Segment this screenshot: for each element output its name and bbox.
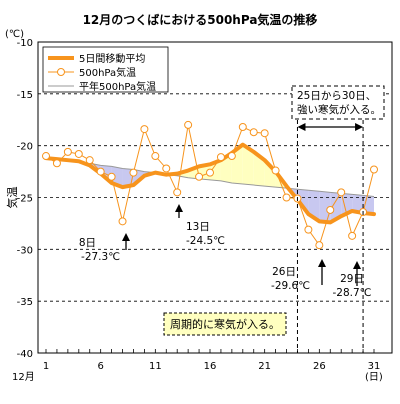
callout-value-label: -24.5℃	[186, 235, 225, 247]
x-tick-label: 21	[258, 361, 271, 372]
plot-frame	[37, 41, 393, 354]
callout-arrow-head	[318, 259, 326, 267]
period-arrow-right-head	[355, 123, 364, 131]
above-normal-fill	[242, 144, 254, 186]
observed-point	[260, 129, 269, 138]
callout-value-label: -29.6℃	[271, 280, 310, 292]
observed-point	[96, 167, 105, 176]
observed-point	[315, 241, 324, 250]
observed-point	[195, 172, 204, 181]
callout-arrow-head	[122, 233, 130, 241]
observed-point	[118, 217, 127, 226]
observed-point	[63, 147, 72, 156]
callout-value-label: -28.7℃	[333, 287, 372, 299]
below-normal-fill	[330, 192, 342, 223]
observed-point	[107, 172, 116, 181]
y-tick-label: -30	[17, 245, 33, 256]
x-unit-label: (日)	[365, 372, 383, 383]
observed-point	[337, 188, 346, 197]
callout-day-label: 13日	[186, 221, 210, 233]
observed-point	[140, 125, 149, 134]
observed-point	[184, 120, 193, 129]
legend-label: 500hPa気温	[79, 66, 136, 79]
observed-point	[370, 165, 378, 174]
above-normal-fill	[264, 160, 276, 188]
callout-day-label: 26日	[272, 266, 296, 278]
observed-point	[85, 156, 94, 165]
observed-point	[271, 166, 280, 175]
note-text: 周期的に寒気が入る。	[170, 317, 280, 331]
observed-point	[238, 123, 247, 132]
observed-point	[52, 159, 61, 168]
y-tick-label: -15	[17, 90, 33, 101]
period-label-box	[291, 85, 385, 120]
y-axis-label: 気温	[5, 187, 19, 209]
period-label-line: 25日から30日、	[297, 90, 376, 102]
y-tick-label: -20	[17, 142, 33, 153]
y-unit-label: (℃)	[5, 29, 24, 40]
x-axis-label: 12月	[12, 371, 35, 383]
observed-point	[151, 152, 160, 161]
callout-day-label: 8日	[79, 237, 96, 249]
y-tick-label: -40	[17, 349, 33, 360]
x-tick-label: 6	[97, 361, 103, 372]
x-tick-label: 31	[368, 361, 381, 372]
observed-point	[206, 168, 214, 177]
normal-line	[45, 156, 375, 197]
y-tick-label: -35	[17, 297, 33, 308]
chart-title: 12月のつくばにおける500hPa気温の推移	[83, 12, 318, 27]
callout-value-label: -27.3℃	[81, 251, 120, 263]
x-tick-label: 16	[204, 361, 217, 372]
legend-marker-observed	[57, 68, 65, 76]
observed-point	[74, 149, 83, 158]
note-box	[163, 312, 287, 336]
legend-label: 5日間移動平均	[79, 52, 145, 65]
x-tick-label: 1	[43, 361, 49, 372]
observed-point	[249, 128, 258, 137]
x-tick-label: 26	[313, 361, 326, 372]
callout-day-label: 29日	[340, 273, 364, 285]
y-tick-label: -25	[17, 194, 33, 205]
period-label-line: 強い寒気が入る。	[297, 103, 381, 116]
observed-point	[326, 205, 335, 214]
observed-point	[348, 231, 357, 240]
below-normal-fill	[319, 191, 331, 223]
below-normal-fill	[352, 194, 364, 214]
legend-label: 平年500hPa気温	[79, 80, 156, 93]
x-tick-label: 11	[149, 361, 162, 372]
period-arrow-left-head	[297, 123, 306, 131]
observed-point	[304, 225, 313, 234]
observed-point	[173, 188, 182, 197]
callout-arrow-head	[353, 261, 361, 269]
y-tick-label: -10	[17, 38, 33, 49]
observed-point	[42, 152, 50, 161]
observed-point	[129, 168, 138, 177]
callout-arrow-head	[175, 204, 183, 212]
observed-point	[216, 153, 225, 162]
observed-point	[162, 164, 171, 173]
observed-point	[282, 193, 291, 202]
observed-point	[227, 152, 236, 161]
